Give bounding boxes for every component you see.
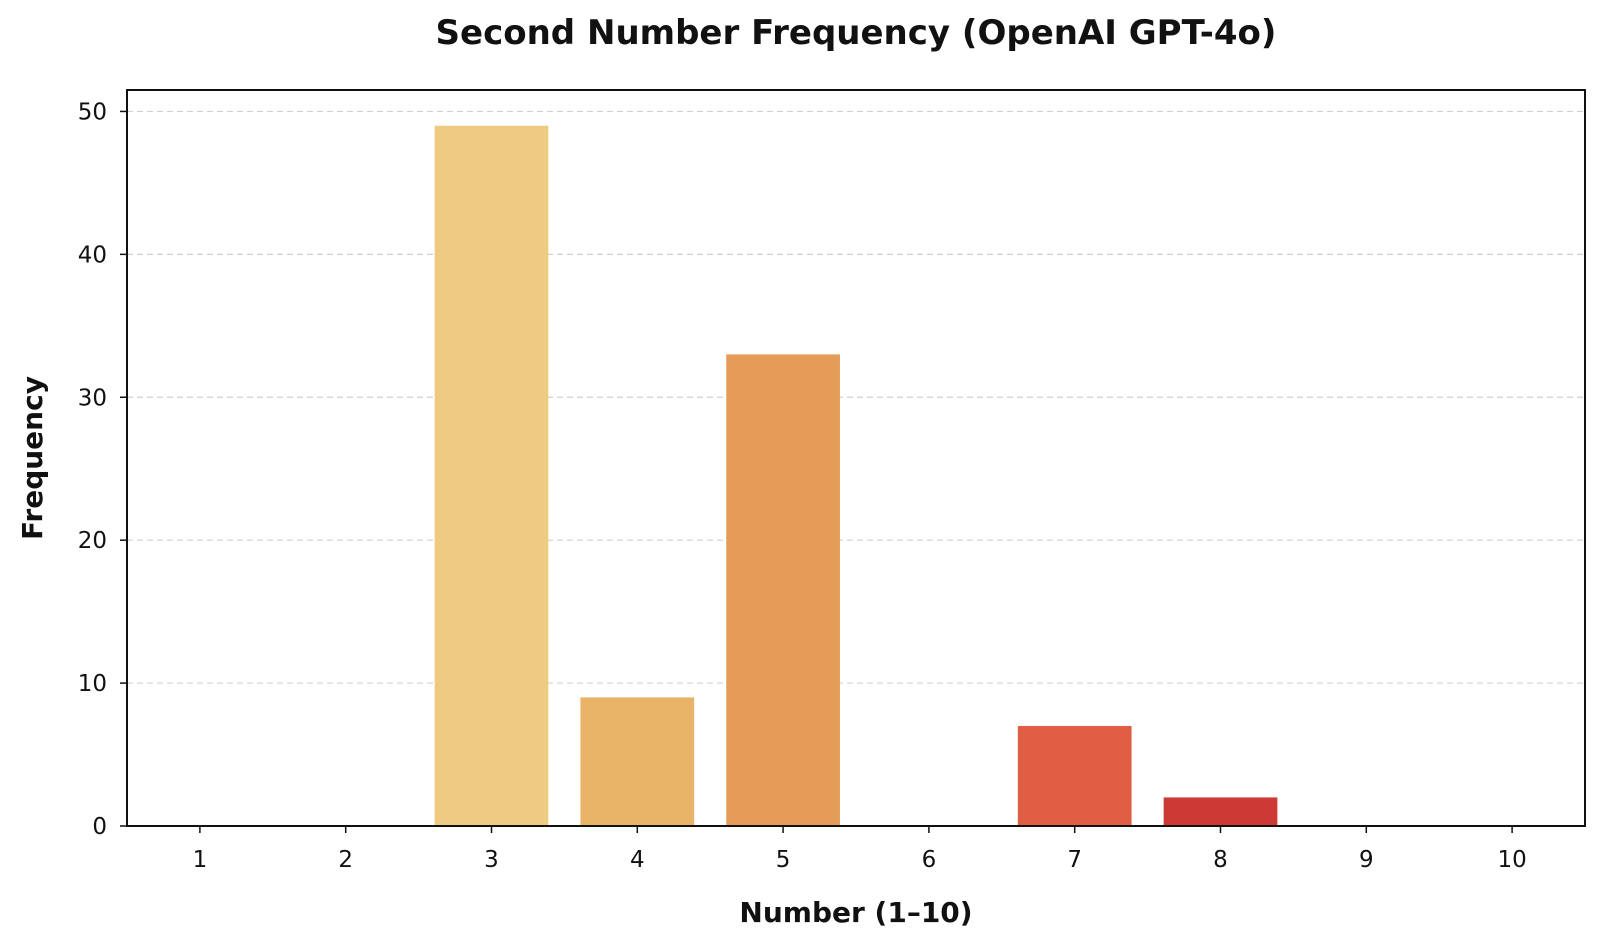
x-tick-label: 5 (776, 847, 791, 873)
bar-5 (726, 354, 840, 826)
y-tick-label: 40 (78, 242, 107, 268)
x-tick-label: 1 (193, 847, 208, 873)
bar-7 (1017, 725, 1132, 826)
x-tick-label: 8 (1213, 847, 1228, 873)
y-axis-label: Frequency (16, 376, 49, 540)
y-tick-label: 10 (78, 671, 107, 697)
x-axis: 1 2 3 4 5 6 7 8 9 10 (193, 826, 1527, 873)
x-tick-label: 2 (338, 847, 353, 873)
bar-4 (580, 697, 695, 826)
chart-title: Second Number Frequency (OpenAI GPT-4o) (436, 13, 1277, 53)
x-tick-label: 7 (1067, 847, 1082, 873)
bars (434, 125, 1278, 827)
x-tick-label: 10 (1497, 847, 1526, 873)
x-tick-label: 4 (630, 847, 645, 873)
bar-8 (1163, 797, 1278, 826)
x-tick-label: 6 (922, 847, 937, 873)
y-axis: 0 10 20 30 40 50 (78, 99, 127, 840)
x-tick-label: 3 (484, 847, 499, 873)
y-tick-label: 30 (78, 385, 107, 411)
plot-frame (126, 89, 1586, 827)
y-tick-label: 50 (78, 99, 107, 125)
grid (127, 110, 1585, 684)
x-axis-label: Number (1–10) (739, 896, 972, 929)
y-tick-label: 0 (92, 814, 107, 840)
y-tick-label: 20 (78, 528, 107, 554)
bar-3 (434, 125, 549, 827)
x-tick-label: 9 (1359, 847, 1374, 873)
